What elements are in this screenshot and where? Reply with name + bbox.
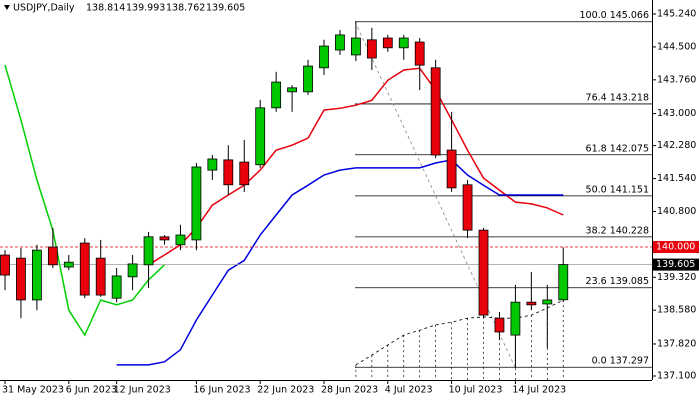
header-ohlc-value: 138.762 <box>166 3 205 14</box>
header-ohlc-value: 138.814 <box>86 3 125 14</box>
y-tick-label: 138.580 <box>657 305 696 316</box>
y-tick-label: 145.240 <box>657 9 696 20</box>
fib-label: 76.4 143.218 <box>586 92 649 103</box>
candle-body <box>430 67 441 156</box>
fib-label: 100.0 145.066 <box>579 10 649 21</box>
y-tick-label: 140.800 <box>657 206 696 217</box>
candle-body <box>223 159 234 186</box>
y-tick-label: 141.540 <box>657 173 696 184</box>
x-tick-label: 12 Jun 2023 <box>114 385 171 396</box>
candle-body <box>478 229 489 316</box>
candle-body <box>398 37 409 49</box>
y-tick-label: 143.760 <box>657 74 696 85</box>
y-tick-label: 142.280 <box>657 140 696 151</box>
candle-body <box>335 34 345 51</box>
x-tick-label: 28 Jun 2023 <box>321 385 378 396</box>
alert-label: 140.000 <box>656 242 695 253</box>
indicator-line <box>355 299 564 366</box>
candle-body <box>350 37 361 56</box>
candle-body <box>255 107 266 166</box>
x-tick-label: 6 Jun 2023 <box>66 385 117 396</box>
candle-body <box>446 149 457 189</box>
candle-body <box>63 261 74 268</box>
fib-label: 38.2 140.228 <box>586 225 649 236</box>
symbol-icon <box>4 5 10 10</box>
header-ohlc-value: 139.993 <box>126 3 165 14</box>
candle-body <box>303 65 313 93</box>
indicator-line <box>4 64 166 337</box>
y-tick-label: 139.320 <box>657 272 696 283</box>
x-tick-label: 14 Jul 2023 <box>512 385 566 396</box>
fib-label: 23.6 139.085 <box>586 276 649 287</box>
candle-body <box>271 81 282 109</box>
fib-label: 0.0 137.297 <box>592 356 649 367</box>
fib-label: 61.8 142.075 <box>586 143 649 154</box>
candle-body <box>0 254 10 276</box>
x-tick-label: 31 May 2023 <box>2 385 64 396</box>
alert-label-box <box>653 241 699 254</box>
candle-body <box>510 301 521 336</box>
indicator-line <box>148 67 564 266</box>
y-tick-label: 143.000 <box>657 108 696 119</box>
header-ohlc-value: 139.605 <box>206 3 245 14</box>
candle-body <box>382 37 393 49</box>
y-tick-label: 144.500 <box>657 41 696 52</box>
candle-body <box>526 301 537 306</box>
price-label-box <box>653 258 699 271</box>
candle-body <box>16 257 26 301</box>
candle-body <box>558 264 569 301</box>
y-tick-label: 137.820 <box>657 338 696 349</box>
price-label: 139.605 <box>656 259 695 270</box>
x-tick-label: 16 Jun 2023 <box>193 385 250 396</box>
candle-body <box>175 234 186 246</box>
candle-body <box>127 263 138 278</box>
candle-body <box>79 242 90 296</box>
candle-body <box>111 275 122 299</box>
candle-body <box>159 236 170 241</box>
x-tick-label: 4 Jul 2023 <box>385 385 433 396</box>
candle-body <box>287 87 298 93</box>
candle-body <box>95 257 106 296</box>
x-tick-label: 10 Jul 2023 <box>449 385 503 396</box>
candle-body <box>319 45 329 69</box>
y-tick-label: 137.100 <box>657 370 696 381</box>
candle-body <box>462 184 473 231</box>
candle-body <box>32 249 42 301</box>
candle-body <box>191 166 202 241</box>
candle-body <box>47 246 58 266</box>
candle-body <box>366 39 377 59</box>
x-tick-label: 22 Jun 2023 <box>257 385 314 396</box>
chart-title: USDJPY,Daily <box>13 3 75 14</box>
indicator-line <box>116 159 564 366</box>
candle-body <box>542 299 553 305</box>
candle-body <box>143 236 154 266</box>
candle-body <box>207 158 218 171</box>
fib-label: 50.0 141.151 <box>586 184 649 195</box>
candle-body <box>414 41 425 66</box>
candle-body <box>494 317 505 333</box>
candle-body <box>239 161 250 186</box>
